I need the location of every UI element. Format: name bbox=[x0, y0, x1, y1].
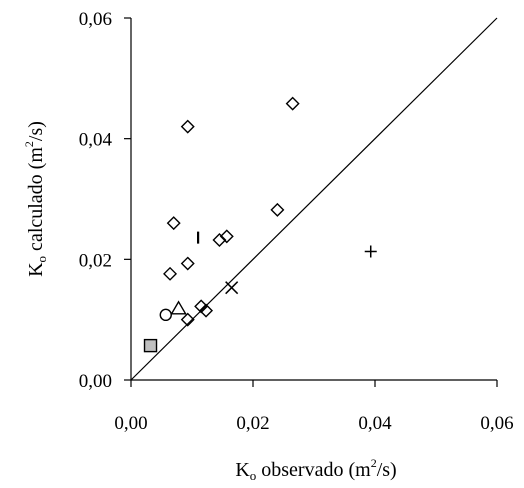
plot-frame bbox=[130, 18, 497, 381]
diamond-point bbox=[212, 233, 227, 248]
triangle-point bbox=[170, 300, 187, 315]
cross-point-b bbox=[225, 281, 239, 295]
y-axis-title: Ko calculado (m2/s) bbox=[22, 121, 49, 277]
x-tick-label: 0,00 bbox=[114, 413, 147, 434]
diamond-point bbox=[166, 216, 181, 231]
cross-point bbox=[225, 281, 239, 295]
diamond-point bbox=[285, 96, 300, 111]
x-axis-title: Ko observado (m2/s) bbox=[235, 456, 396, 483]
y-tick-label: 0,06 bbox=[79, 9, 112, 30]
y-tick-label: 0,00 bbox=[79, 371, 112, 392]
diamond-point bbox=[163, 266, 178, 281]
plus-point bbox=[364, 245, 377, 258]
x-tick-label: 0,04 bbox=[358, 413, 392, 434]
reference-line-1to1 bbox=[130, 17, 498, 381]
y-tick-label: 0,02 bbox=[79, 250, 112, 271]
diamond-point bbox=[180, 119, 195, 134]
x-tick-label: 0,02 bbox=[236, 413, 269, 434]
y-tick-label: 0,04 bbox=[79, 130, 113, 151]
diamond-point bbox=[219, 229, 234, 244]
square-point bbox=[143, 338, 158, 353]
data-points bbox=[143, 96, 377, 353]
diamond-point bbox=[180, 312, 195, 327]
diamond-point bbox=[199, 303, 214, 318]
x-tick-label: 0,06 bbox=[480, 413, 513, 434]
diamond-point bbox=[270, 202, 285, 217]
circle-point bbox=[159, 308, 172, 322]
y-axis: 0,00 0,02 0,04 0,06 bbox=[79, 9, 131, 392]
diamond-point bbox=[180, 256, 195, 271]
x-axis: 0,00 0,02 0,04 0,06 bbox=[114, 380, 514, 434]
